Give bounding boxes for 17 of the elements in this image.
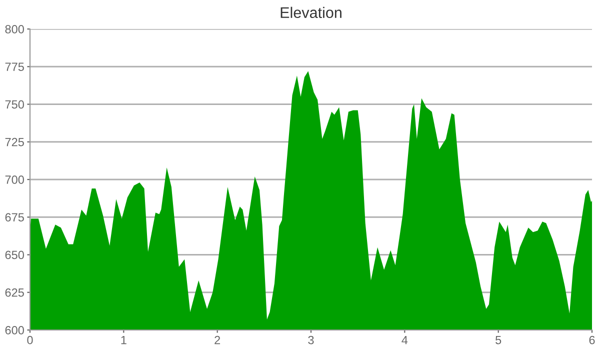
x-tick-label: 0 (27, 336, 33, 344)
y-tick-label: 775 (5, 62, 24, 72)
x-tick-label: 5 (496, 336, 502, 344)
y-tick-label: 700 (5, 176, 24, 184)
y-tick-label: 650 (5, 250, 24, 260)
y-tick-label: 675 (5, 213, 24, 222)
chart-title: Elevation (280, 6, 342, 18)
x-tick-label: 2 (214, 336, 220, 344)
y-tick-label: 600 (5, 326, 24, 334)
y-tick-label: 625 (5, 288, 24, 297)
x-tick-label: 6 (589, 336, 595, 344)
x-tick-label: 4 (402, 336, 408, 344)
y-tick-label: 725 (5, 138, 24, 146)
y-tick-label: 800 (5, 25, 24, 34)
x-tick-label: 1 (121, 336, 126, 344)
y-tick-label: 750 (5, 100, 24, 109)
x-tick-label: 3 (308, 336, 314, 344)
